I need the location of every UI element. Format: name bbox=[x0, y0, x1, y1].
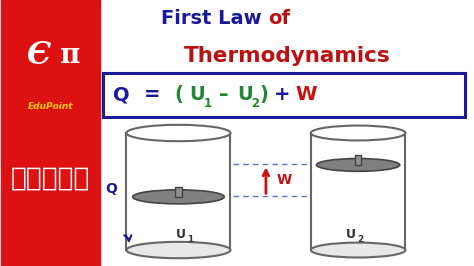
Text: –: – bbox=[219, 85, 228, 105]
Text: U: U bbox=[237, 85, 253, 105]
Text: U: U bbox=[176, 228, 186, 240]
Text: U: U bbox=[190, 85, 205, 105]
Text: (: ( bbox=[174, 85, 183, 105]
Bar bbox=[127, 133, 230, 250]
Text: +: + bbox=[274, 85, 291, 105]
Text: हिंदी: हिंदी bbox=[11, 165, 91, 191]
Text: U: U bbox=[346, 228, 356, 240]
FancyBboxPatch shape bbox=[103, 73, 465, 117]
Text: 1: 1 bbox=[204, 97, 212, 110]
Text: Q: Q bbox=[105, 182, 117, 196]
Text: 2: 2 bbox=[357, 235, 363, 244]
Text: π: π bbox=[60, 42, 80, 69]
Ellipse shape bbox=[127, 125, 230, 141]
Text: Є: Є bbox=[27, 40, 51, 71]
Text: Thermodynamics: Thermodynamics bbox=[184, 46, 391, 66]
Bar bbox=[175, 187, 182, 197]
Ellipse shape bbox=[133, 190, 224, 204]
Text: W: W bbox=[295, 85, 317, 105]
Bar bbox=[355, 155, 361, 165]
Ellipse shape bbox=[311, 243, 405, 257]
Text: 2: 2 bbox=[251, 97, 259, 110]
Bar bbox=[311, 133, 405, 250]
Ellipse shape bbox=[317, 159, 400, 171]
Ellipse shape bbox=[127, 242, 230, 258]
Text: Q: Q bbox=[113, 85, 130, 105]
Text: First Law: First Law bbox=[161, 9, 268, 28]
Text: ): ) bbox=[259, 85, 268, 105]
Text: -: - bbox=[219, 85, 228, 105]
Text: =: = bbox=[144, 85, 161, 105]
Text: W: W bbox=[276, 173, 292, 187]
Text: of: of bbox=[268, 9, 290, 28]
Ellipse shape bbox=[311, 126, 405, 140]
Text: 1: 1 bbox=[187, 235, 193, 244]
Text: EduPoint: EduPoint bbox=[28, 102, 73, 111]
Bar bbox=[1, 0, 100, 266]
